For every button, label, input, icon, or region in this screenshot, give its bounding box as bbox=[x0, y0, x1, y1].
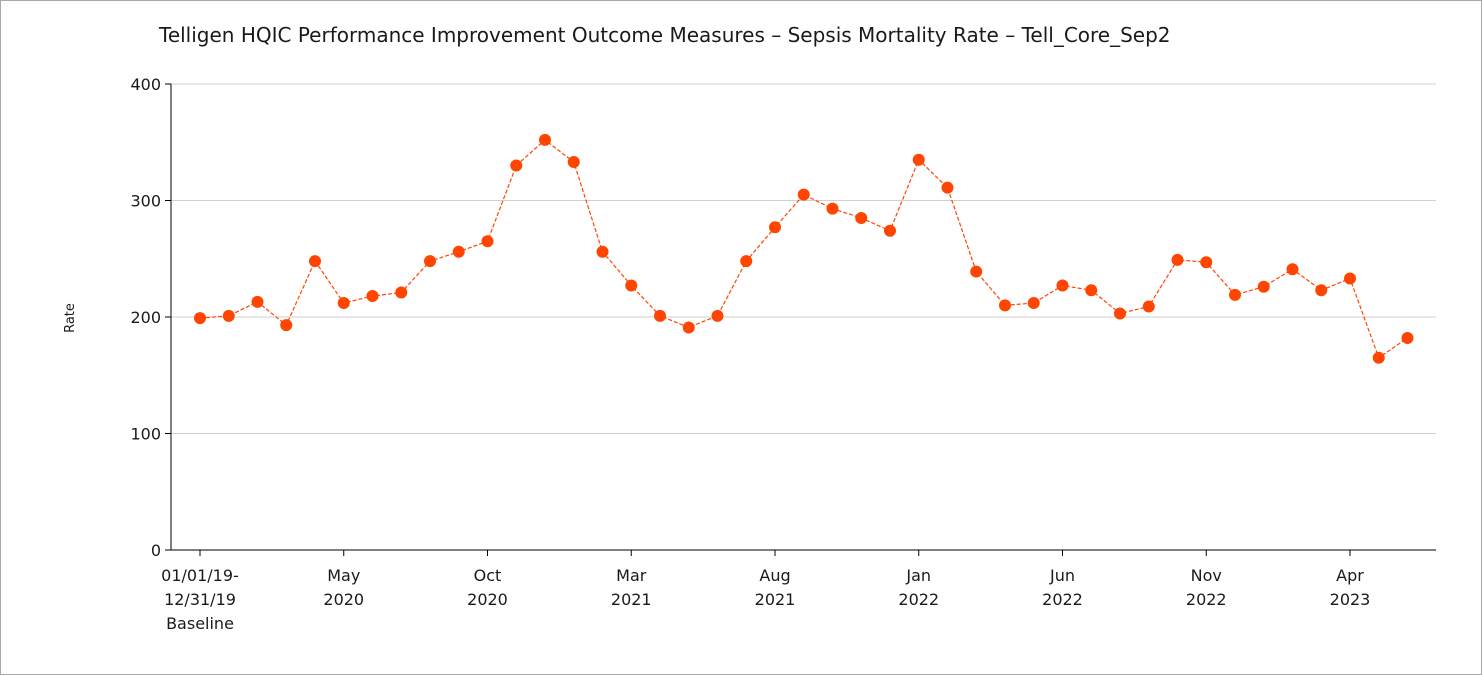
x-tick-label: Nov bbox=[1191, 566, 1222, 585]
x-tick-label: 2020 bbox=[323, 590, 364, 609]
data-point bbox=[1229, 288, 1241, 301]
y-axis-ticks: 0 100 200 300 400 bbox=[130, 75, 171, 560]
data-point bbox=[481, 235, 494, 248]
data-point bbox=[251, 295, 264, 308]
data-point bbox=[1344, 272, 1356, 285]
data-point bbox=[1286, 263, 1299, 276]
data-point bbox=[366, 290, 379, 303]
x-tick-label: Aug bbox=[759, 566, 790, 585]
data-point bbox=[452, 245, 465, 258]
data-point bbox=[682, 321, 695, 334]
data-point bbox=[337, 297, 350, 310]
y-tick-label: 300 bbox=[130, 192, 161, 211]
data-point bbox=[567, 156, 580, 169]
x-tick-label: 2021 bbox=[755, 590, 796, 609]
y-tick-label: 400 bbox=[130, 75, 161, 94]
data-point bbox=[1114, 307, 1126, 320]
data-point bbox=[625, 279, 638, 292]
data-point bbox=[884, 224, 896, 237]
data-point bbox=[1171, 253, 1184, 266]
data-point bbox=[1085, 284, 1098, 297]
data-point bbox=[740, 255, 753, 268]
x-tick-label: Oct bbox=[474, 566, 502, 585]
x-tick-label: 2022 bbox=[1186, 590, 1227, 609]
x-tick-label: 2021 bbox=[611, 590, 652, 609]
y-axis-label: Rate bbox=[63, 303, 78, 333]
chart-title: Telligen HQIC Performance Improvement Ou… bbox=[159, 23, 1171, 47]
y-tick-label: 100 bbox=[130, 425, 161, 444]
x-tick-label: Baseline bbox=[166, 614, 234, 633]
data-point bbox=[912, 153, 925, 166]
x-tick-label: 2020 bbox=[467, 590, 508, 609]
x-tick-label: 2023 bbox=[1330, 590, 1371, 609]
x-tick-label: Mar bbox=[616, 566, 647, 585]
data-point bbox=[941, 181, 954, 194]
y-tick-label: 200 bbox=[130, 308, 161, 327]
data-point bbox=[1200, 256, 1213, 269]
data-point bbox=[1401, 331, 1414, 344]
data-point bbox=[970, 265, 983, 278]
series-line bbox=[199, 139, 1408, 359]
data-point bbox=[999, 299, 1011, 312]
data-point bbox=[826, 202, 839, 215]
data-point bbox=[654, 309, 666, 322]
data-point bbox=[1027, 297, 1040, 310]
data-point bbox=[855, 211, 868, 224]
x-tick-label: 2022 bbox=[1042, 590, 1083, 609]
data-point bbox=[596, 245, 609, 258]
data-series bbox=[194, 133, 1414, 364]
data-point bbox=[222, 309, 235, 322]
data-point bbox=[510, 159, 523, 172]
data-point bbox=[1056, 279, 1069, 292]
data-point bbox=[280, 319, 293, 332]
data-point bbox=[194, 312, 206, 325]
x-tick-label: May bbox=[327, 566, 360, 585]
data-point bbox=[1257, 280, 1270, 293]
x-tick-label: Apr bbox=[1336, 566, 1364, 585]
x-tick-label: 12/31/19 bbox=[164, 590, 236, 609]
data-point bbox=[797, 188, 810, 201]
data-point bbox=[424, 255, 436, 268]
x-tick-label: 01/01/19- bbox=[161, 566, 239, 585]
x-tick-label: Jan bbox=[905, 566, 931, 585]
gridlines bbox=[171, 83, 1436, 434]
x-tick-label: 2022 bbox=[898, 590, 939, 609]
data-point bbox=[769, 221, 781, 234]
data-point bbox=[1142, 300, 1155, 313]
x-axis-ticks: 01/01/19- 12/31/19 Baseline May 2020 Oct 2020 M… bbox=[161, 550, 1370, 633]
y-tick-label: 0 bbox=[151, 541, 161, 560]
data-point bbox=[395, 286, 408, 299]
data-point bbox=[309, 255, 321, 268]
x-tick-label: Jun bbox=[1049, 566, 1075, 585]
data-point bbox=[1315, 284, 1328, 297]
data-point bbox=[1372, 351, 1385, 364]
data-point bbox=[539, 133, 551, 146]
data-point bbox=[711, 309, 724, 322]
